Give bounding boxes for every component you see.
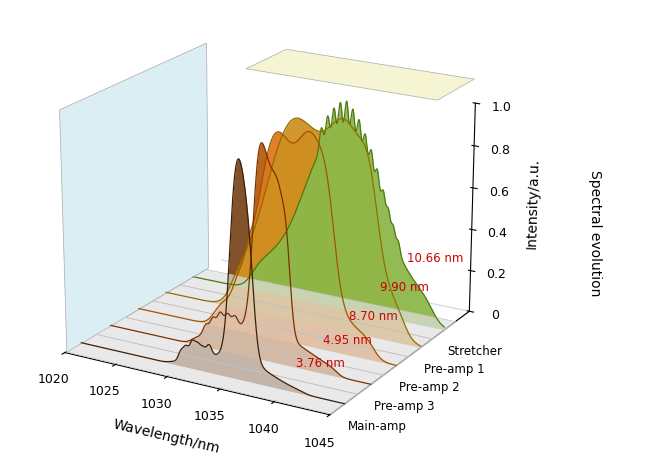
Text: Spectral evolution: Spectral evolution (588, 170, 602, 297)
X-axis label: Wavelength/nm: Wavelength/nm (112, 417, 222, 456)
